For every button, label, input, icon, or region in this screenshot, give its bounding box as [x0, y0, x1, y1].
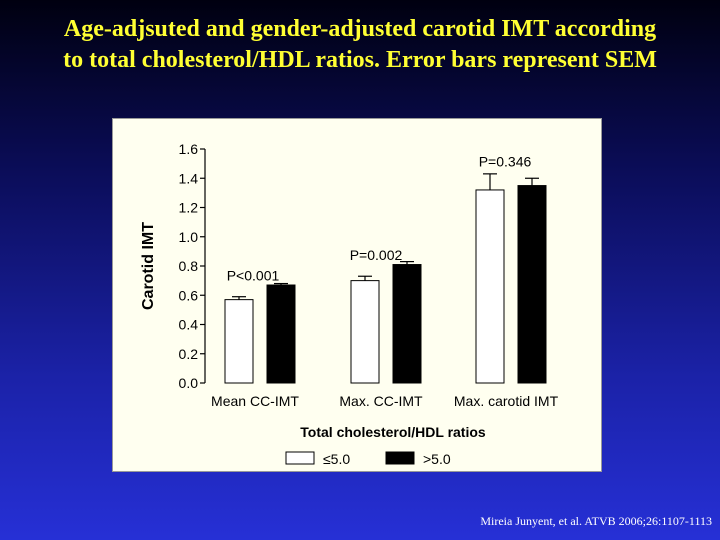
y-tick-label: 0.8: [179, 258, 199, 274]
y-tick-label: 0.6: [179, 287, 199, 303]
bar-chart: 0.0 0.2 0.4 0.6 0.8 1.0 1.2 1.4 1.6 Carotid IMT Me…: [140, 141, 559, 467]
y-tick-label: 1.4: [179, 170, 199, 186]
y-tick-label: 0.4: [179, 317, 199, 333]
x-tick-label: Mean CC-IMT: [211, 393, 299, 409]
p-value-annotation: P=0.346: [479, 154, 532, 170]
y-tick-label: 0.2: [179, 346, 199, 362]
bar: [392, 264, 422, 384]
slide-title: Age-adjsuted and gender-adjusted carotid…: [0, 14, 720, 76]
x-axis-label: Total cholesterol/HDL ratios: [300, 424, 486, 440]
legend-swatch: [285, 451, 315, 465]
citation: Mireia Junyent, et al. ATVB 2006;26:1107…: [480, 514, 712, 528]
chart-panel: 0.0 0.2 0.4 0.6 0.8 1.0 1.2 1.4 1.6 Carotid IMT Me…: [112, 118, 602, 472]
bar: [517, 185, 547, 384]
y-tick-label: 1.6: [179, 141, 199, 157]
legend-label: >5.0: [423, 451, 451, 467]
legend-swatch: [385, 451, 415, 465]
x-tick-label: Max. carotid IMT: [454, 393, 559, 409]
p-value-annotation: P=0.002: [350, 247, 403, 263]
slide-title-line-2: to total cholesterol/HDL ratios. Error b…: [63, 47, 657, 73]
legend-label: ≤5.0: [323, 451, 350, 467]
bar: [224, 299, 254, 384]
bar: [266, 284, 296, 384]
bar: [350, 280, 380, 384]
y-axis-label: Carotid IMT: [140, 222, 157, 310]
p-value-annotation: P<0.001: [227, 268, 280, 284]
y-tick-label: 1.2: [179, 200, 199, 216]
y-tick-label: 0.0: [179, 375, 199, 391]
slide-title-line-1: Age-adjsuted and gender-adjusted carotid…: [63, 16, 657, 42]
x-tick-label: Max. CC-IMT: [339, 393, 423, 409]
y-tick-label: 1.0: [179, 229, 199, 245]
bar: [475, 189, 505, 384]
